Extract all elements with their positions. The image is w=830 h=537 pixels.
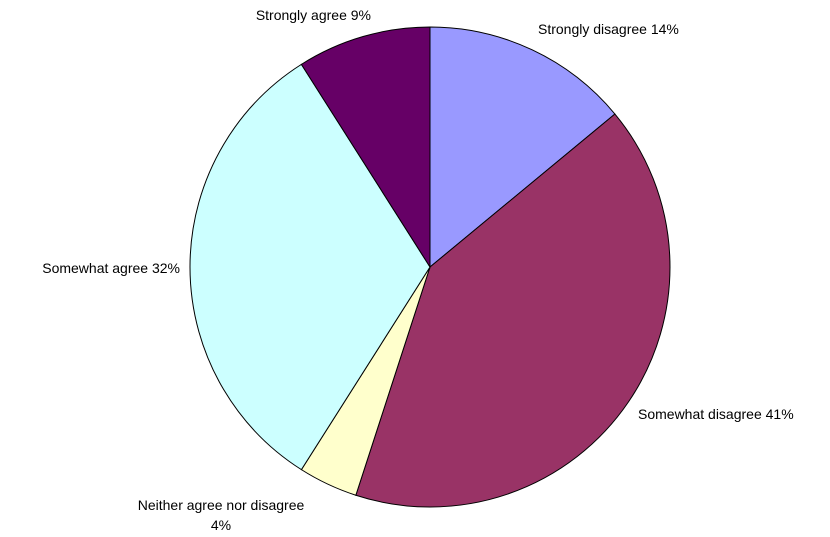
label-neither: Neither agree nor disagree: [138, 497, 305, 513]
pie-slices: [189, 26, 671, 508]
pie-slice-somewhat-agree: [189, 63, 431, 471]
pie-slice-strongly-agree: [300, 26, 431, 269]
label-somewhat-agree: Somewhat agree 32%: [42, 260, 180, 276]
label-neither-percent: 4%: [211, 517, 231, 533]
pie-slice-somewhat-disagree: [355, 113, 671, 508]
pie-slice-strongly-disagree: [429, 26, 616, 269]
label-somewhat-disagree: Somewhat disagree 41%: [638, 406, 794, 422]
label-strongly-disagree: Strongly disagree 14%: [538, 21, 679, 37]
label-strongly-agree: Strongly agree 9%: [256, 7, 371, 23]
